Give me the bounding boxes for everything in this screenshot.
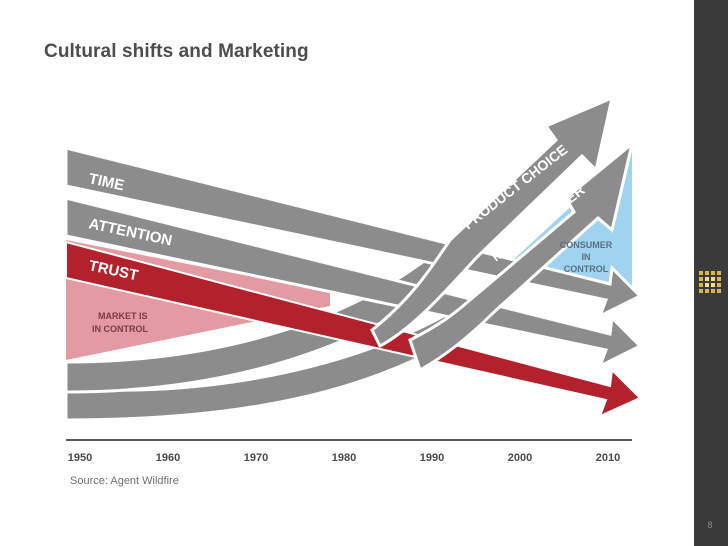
product-choice-arrow-overlay — [370, 95, 615, 349]
market-label-line2: IN CONTROL — [92, 324, 148, 334]
trust-arrow — [65, 240, 642, 418]
market-label-line1: MARKET IS — [98, 311, 148, 321]
year-1960: 1960 — [156, 452, 180, 464]
year-1950: 1950 — [68, 452, 92, 464]
consumer-label-line1: CONSUMER — [560, 240, 613, 250]
year-1990: 1990 — [420, 452, 444, 464]
dot-grid-icon — [699, 271, 721, 293]
year-1980: 1980 — [332, 452, 356, 464]
source-note: Source: Agent Wildfire — [70, 475, 179, 487]
cultural-shifts-diagram: TIME ATTENTION TRUST PRODUCT CHOICE MEDI… — [64, 95, 643, 464]
consumer-label-line2: IN — [582, 252, 591, 262]
year-1970: 1970 — [244, 452, 268, 464]
time-arrow — [64, 146, 643, 320]
year-2000: 2000 — [508, 452, 532, 464]
media-clutter-arrow-overlay — [408, 140, 635, 373]
year-2010: 2010 — [596, 452, 620, 464]
page-number: 8 — [707, 520, 713, 530]
attention-arrow — [64, 196, 643, 370]
slide-title: Cultural shifts and Marketing — [44, 41, 309, 62]
consumer-label-line3: CONTROL — [564, 264, 609, 274]
